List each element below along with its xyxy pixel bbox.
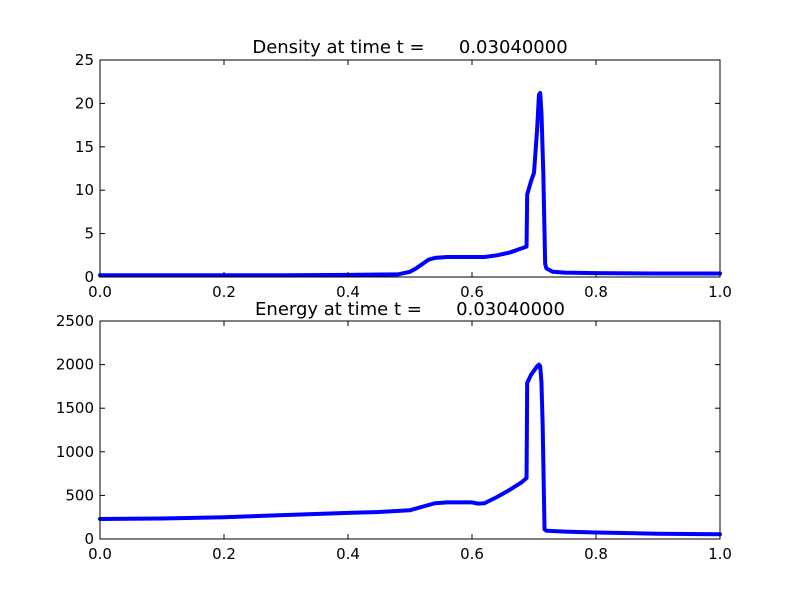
energy-x-tick-label: 0.6 bbox=[460, 545, 484, 563]
density-y-tick-label: 0 bbox=[84, 268, 94, 286]
density-x-tick-label: 1.0 bbox=[708, 283, 732, 301]
energy-x-tick-label: 0.0 bbox=[88, 545, 112, 563]
energy-y-tick-label: 1000 bbox=[56, 443, 94, 461]
density-subplot: Density at time t = 0.03040000 0.0 0.2 0.4… bbox=[75, 37, 732, 301]
density-y-tick-label: 25 bbox=[75, 51, 94, 69]
density-y-tick-label: 10 bbox=[75, 181, 94, 199]
energy-x-tick-label: 0.4 bbox=[336, 545, 360, 563]
energy-x-tick-label: 0.2 bbox=[212, 545, 236, 563]
energy-y-tick-label: 500 bbox=[65, 486, 94, 504]
energy-series-line-0 bbox=[98, 362, 722, 537]
density-title: Density at time t = 0.03040000 bbox=[252, 37, 567, 58]
energy-series bbox=[98, 362, 722, 537]
density-y-tick-label: 15 bbox=[75, 138, 94, 156]
density-series-line-0 bbox=[98, 90, 722, 278]
density-y-tick-label: 5 bbox=[84, 225, 94, 243]
energy-ticks: 0.0 0.2 0.4 0.6 0.8 1.0 0 500 1000 1500 2000 2500 bbox=[56, 312, 732, 563]
energy-subplot: Energy at time t = 0.03040000 0.0 0.2 0.4 0… bbox=[56, 299, 732, 563]
energy-x-tick-label: 0.8 bbox=[584, 545, 608, 563]
energy-x-tick-label: 1.0 bbox=[708, 545, 732, 563]
energy-y-tick-label: 2500 bbox=[56, 312, 94, 330]
density-x-tick-label: 0.2 bbox=[212, 283, 236, 301]
density-x-tick-label: 0.6 bbox=[460, 283, 484, 301]
energy-title: Energy at time t = 0.03040000 bbox=[255, 299, 565, 320]
density-x-tick-label: 0.0 bbox=[88, 283, 112, 301]
energy-y-tick-label: 2000 bbox=[56, 356, 94, 374]
energy-y-tick-label: 1500 bbox=[56, 399, 94, 417]
density-x-tick-label: 0.4 bbox=[336, 283, 360, 301]
density-ticks: 0.0 0.2 0.4 0.6 0.8 1.0 0 5 10 15 20 25 bbox=[75, 51, 732, 301]
density-x-tick-label: 0.8 bbox=[584, 283, 608, 301]
density-series bbox=[98, 90, 722, 278]
density-y-tick-label: 20 bbox=[75, 94, 94, 112]
energy-y-tick-label: 0 bbox=[84, 530, 94, 548]
density-axes-frame bbox=[99, 59, 721, 278]
energy-axes-frame bbox=[99, 320, 721, 540]
